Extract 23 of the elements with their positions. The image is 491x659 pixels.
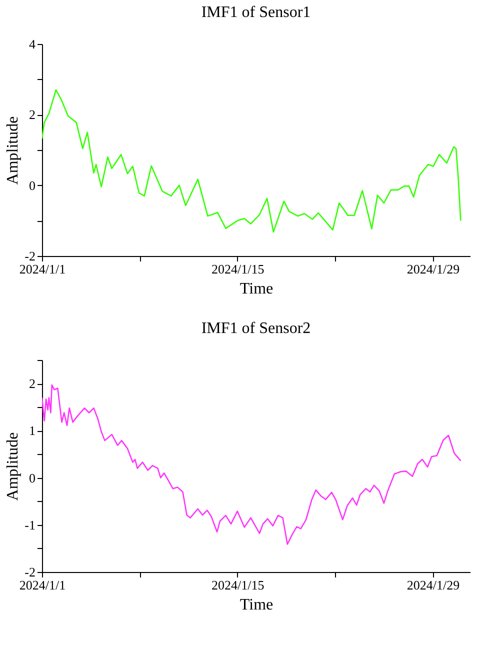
x-tick-label: 2024/1/15 [212,262,264,276]
x-axis-title: Time [240,596,274,614]
x-tick-label: 2024/1/29 [406,262,460,276]
chart-title: IMF1 of Sensor1 [201,4,311,21]
y-tick-label: -2 [24,564,36,580]
y-tick-label: 2 [29,107,36,122]
chart-title: IMF1 of Sensor2 [201,320,311,337]
y-tick-label: -2 [24,248,36,264]
line-series [42,384,462,545]
y-tick-label: 0 [29,178,36,193]
y-axis-title: Amplitude [4,432,22,501]
y-tick-label: 1 [29,423,36,438]
y-tick-label: -1 [24,517,36,532]
line-series [42,89,462,233]
x-axis-title: Time [240,280,274,298]
y-tick-label: 0 [29,470,36,486]
y-axis-title: Amplitude [4,116,22,185]
x-tick-label: 2024/1/1 [19,262,66,276]
y-tick-label: 4 [29,36,36,52]
y-tick-label: 2 [29,376,36,392]
x-tick-label: 2024/1/15 [212,578,264,592]
x-tick-label: 2024/1/29 [406,578,460,592]
x-tick-label: 2024/1/1 [19,578,66,592]
